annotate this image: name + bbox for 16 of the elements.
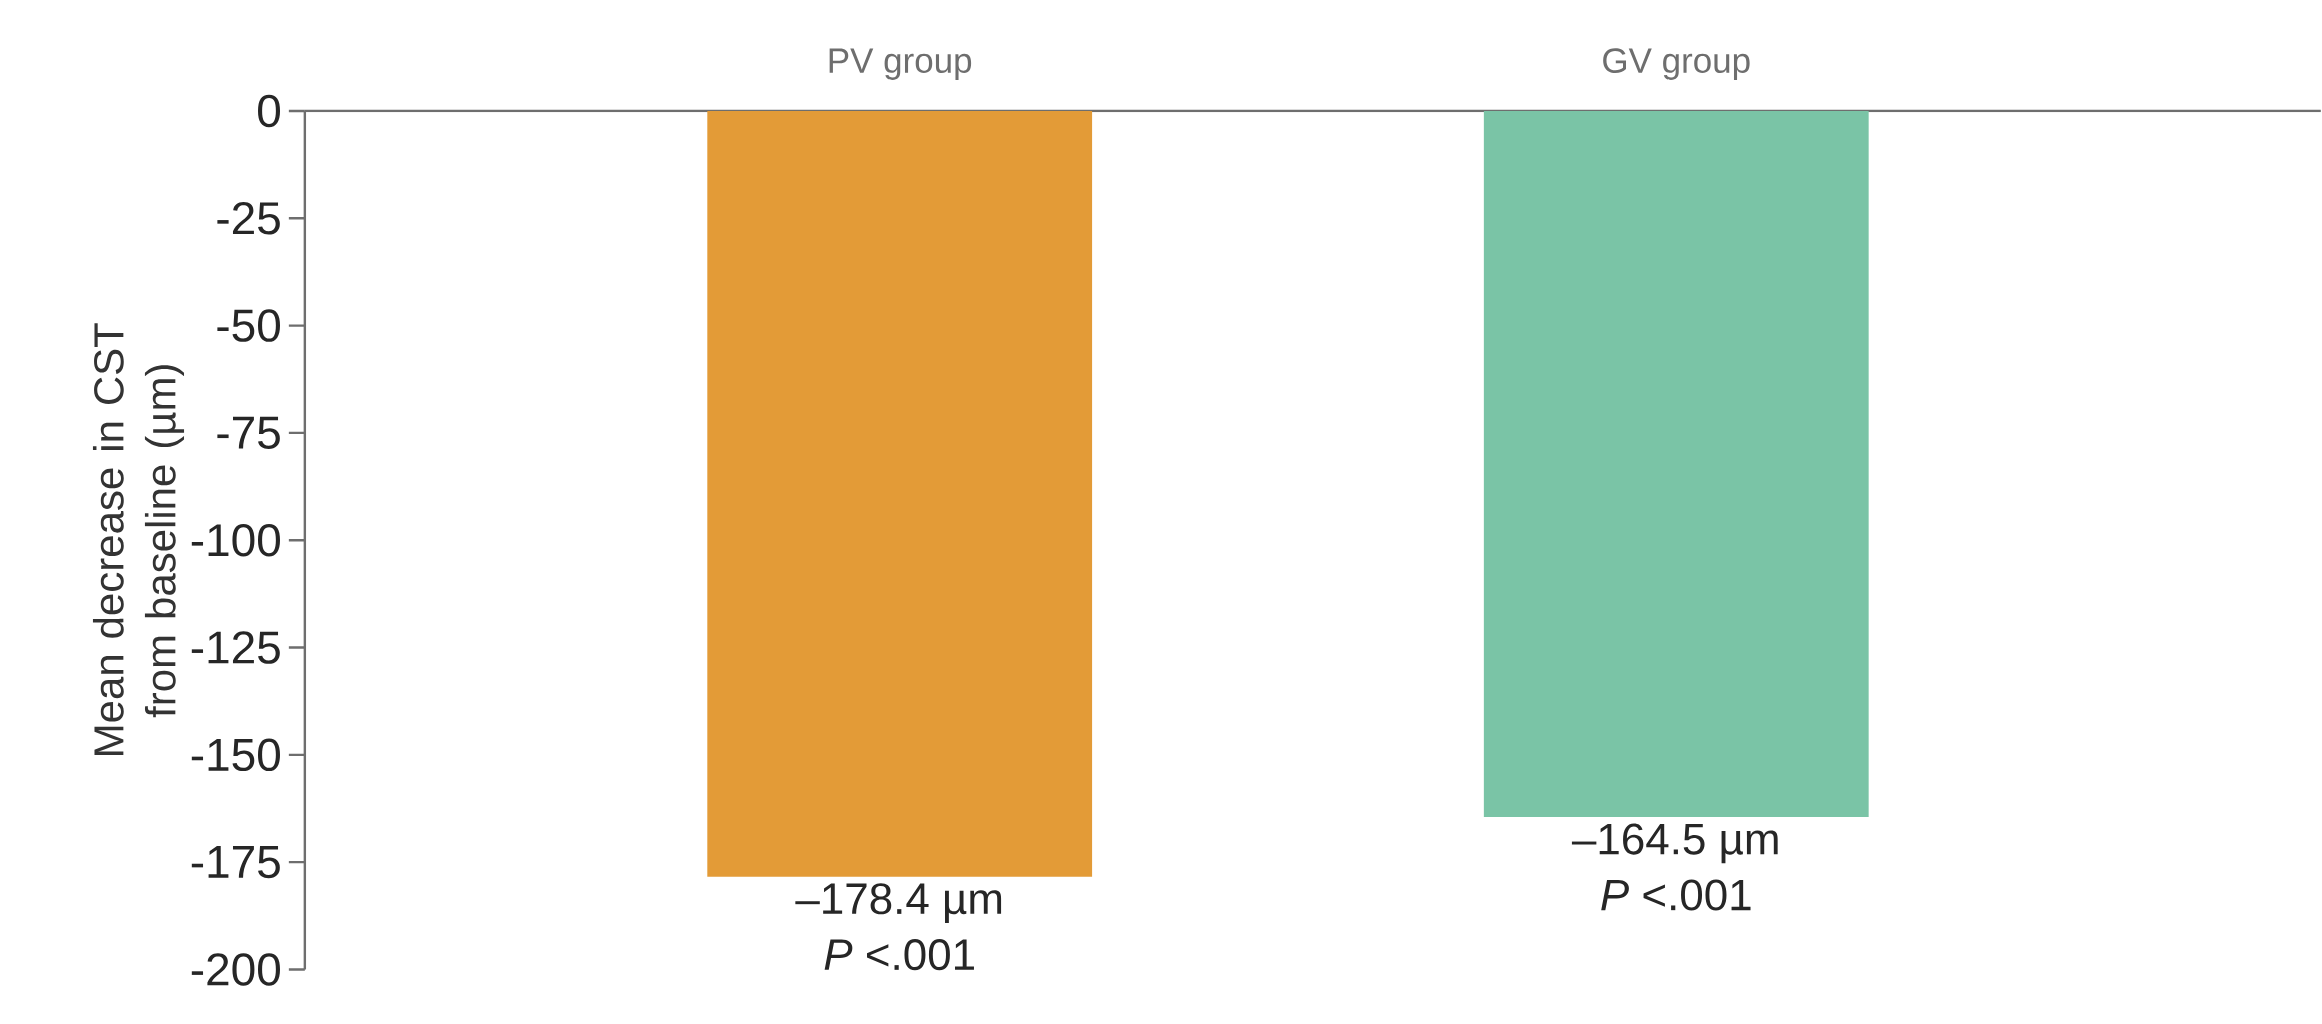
y-tick-label: -125 (191, 631, 280, 664)
y-tick-label: -175 (191, 845, 280, 878)
annotation: P <.001 (824, 938, 974, 971)
y-tick-label: 0 (258, 94, 281, 127)
y-tick-label: -150 (191, 738, 280, 771)
data-label: –178.4 µm (795, 882, 1002, 923)
y-tick-label: -50 (217, 309, 281, 342)
y-tick-label: -75 (217, 416, 280, 449)
y-tick-label: -25 (217, 201, 280, 235)
annotation: P <.001 (1601, 879, 1751, 911)
y-axis-title: Mean decrease in CST from baseline (µm) (92, 322, 185, 755)
y-tick-label: -200 (191, 952, 280, 986)
data-label: –164.5 µm (1571, 823, 1778, 864)
y-tick-label: -100 (191, 523, 280, 557)
x-tick-label: GV group (1603, 47, 1750, 80)
x-tick-label: PV group (829, 48, 972, 80)
